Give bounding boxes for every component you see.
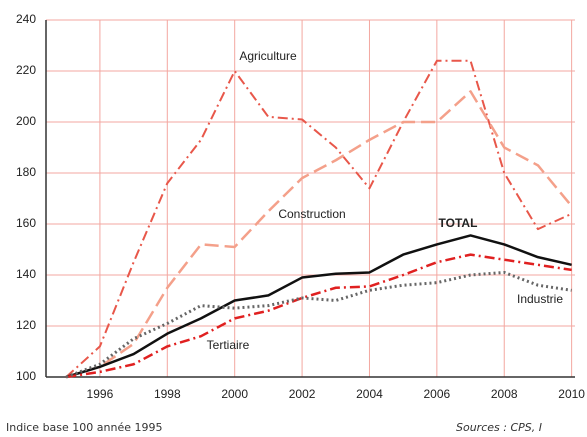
series-label: Industrie	[517, 292, 563, 306]
line-series	[65, 234, 572, 379]
x-tick-label: 1998	[154, 387, 181, 401]
series-label: Agriculture	[239, 49, 297, 63]
y-tick-label: 100	[16, 369, 36, 383]
footnote: Indice base 100 année 1995	[6, 421, 163, 434]
series-label: Tertiaire	[207, 338, 250, 352]
y-tick-label: 160	[16, 216, 36, 230]
x-tick-label: 1996	[87, 387, 114, 401]
line-series	[65, 59, 573, 378]
line-series	[66, 253, 572, 379]
source: Sources : CPS, I	[456, 421, 542, 434]
series-label: Construction	[278, 207, 345, 221]
series-label: TOTAL	[439, 216, 478, 230]
x-tick-label: 2002	[289, 387, 316, 401]
y-tick-label: 220	[16, 63, 36, 77]
y-tick-label: 200	[16, 114, 36, 128]
y-tick-label: 140	[16, 267, 36, 281]
x-tick-label: 2010	[558, 387, 585, 401]
line-series	[65, 90, 573, 379]
y-tick-label: 180	[16, 165, 36, 179]
x-tick-label: 2006	[424, 387, 451, 401]
y-tick-label: 240	[16, 12, 36, 26]
x-tick-label: 2000	[221, 387, 248, 401]
x-tick-label: 2008	[491, 387, 518, 401]
y-tick-label: 120	[16, 318, 36, 332]
x-tick-label: 2004	[356, 387, 383, 401]
line-series	[65, 270, 572, 379]
